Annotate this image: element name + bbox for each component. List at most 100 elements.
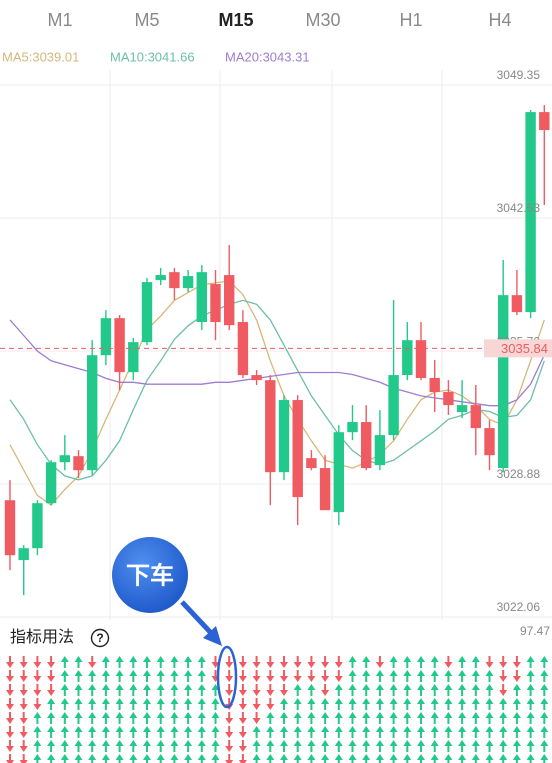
signal-up: [540, 656, 549, 668]
signal-up: [362, 684, 371, 696]
signal-up: [266, 726, 275, 738]
signal-up: [101, 656, 110, 668]
ma-line: [9, 280, 545, 506]
signal-down: [33, 670, 42, 682]
signal-up: [389, 656, 398, 668]
signal-up: [403, 712, 412, 724]
signal-down: [252, 684, 261, 696]
signal-up: [321, 712, 330, 724]
signal-up: [417, 656, 425, 668]
signal-up: [266, 754, 275, 763]
signal-up: [88, 698, 97, 710]
signal-up: [471, 740, 480, 752]
signal-up: [471, 656, 480, 668]
signal-down: [307, 670, 316, 682]
signal-down: [6, 684, 14, 696]
signal-up: [512, 726, 521, 738]
candle-body: [59, 455, 70, 463]
signal-down: [19, 726, 28, 738]
signal-up: [307, 726, 316, 738]
signal-up: [60, 670, 69, 682]
signal-up: [471, 684, 480, 696]
help-mark[interactable]: ?: [96, 631, 103, 645]
signal-up: [458, 754, 467, 763]
signal-up: [252, 740, 261, 752]
signal-up: [499, 726, 508, 738]
tab[interactable]: H1: [399, 10, 422, 30]
signal-up: [389, 670, 398, 682]
signal-up: [485, 698, 494, 710]
signal-up: [129, 754, 138, 763]
signal-up: [101, 698, 110, 710]
signal-down: [19, 684, 28, 696]
signal-up: [334, 754, 343, 763]
signal-up: [362, 726, 371, 738]
signal-up: [307, 698, 316, 710]
signal-down: [334, 656, 343, 668]
help-icon[interactable]: [90, 628, 110, 648]
tab[interactable]: M15: [218, 10, 253, 30]
signal-up: [184, 670, 193, 682]
signal-up: [485, 726, 494, 738]
signal-up: [526, 726, 535, 738]
signal-up: [293, 712, 302, 724]
ma-line: [9, 319, 545, 407]
candle-body: [361, 422, 372, 469]
signal-up: [129, 670, 138, 682]
signal-up: [129, 656, 138, 668]
signal-up: [471, 726, 480, 738]
signal-up: [280, 698, 288, 710]
tab[interactable]: M30: [305, 10, 340, 30]
signal-up: [458, 712, 467, 724]
signal-up: [74, 740, 83, 752]
tab[interactable]: M5: [134, 10, 159, 30]
signal-up: [403, 698, 412, 710]
signal-up: [458, 698, 467, 710]
signal-up: [417, 698, 425, 710]
signal-up: [280, 726, 288, 738]
signal-up: [307, 712, 316, 724]
signal-up: [458, 670, 467, 682]
candle-body: [128, 342, 139, 373]
signal-up: [403, 726, 412, 738]
legend-entry: MA20:3043.31: [225, 49, 310, 64]
signal-up: [88, 670, 97, 682]
signal-down: [252, 656, 261, 668]
signal-up: [485, 754, 494, 763]
signal-down: [19, 670, 28, 682]
signal-up: [197, 726, 206, 738]
signal-up: [211, 698, 220, 710]
y-tick-label: 3042.53: [497, 201, 541, 215]
signal-up: [430, 754, 439, 763]
tab[interactable]: M1: [47, 10, 72, 30]
signal-up: [471, 698, 480, 710]
signal-down: [19, 712, 28, 724]
signal-up: [293, 740, 302, 752]
candle-body: [210, 284, 221, 323]
signal-up: [540, 712, 549, 724]
y-tick-label: 3028.88: [497, 467, 541, 481]
signal-up: [60, 754, 69, 763]
indicator-title[interactable]: 指标用法: [10, 628, 74, 646]
signal-up: [156, 754, 165, 763]
candle-body: [374, 435, 386, 466]
signal-up: [417, 684, 425, 696]
signal-up: [444, 726, 453, 738]
signal-up: [485, 740, 494, 752]
tab[interactable]: H4: [488, 10, 511, 30]
signal-down: [280, 670, 288, 682]
signal-up: [348, 726, 357, 738]
signal-up: [156, 656, 165, 668]
signal-down: [19, 656, 28, 668]
signal-up: [499, 740, 508, 752]
signal-up: [540, 726, 549, 738]
signal-down: [6, 754, 14, 763]
signal-down: [321, 684, 330, 696]
signal-up: [101, 740, 110, 752]
signal-up: [88, 726, 97, 738]
signal-up: [512, 684, 521, 696]
signal-up: [321, 754, 330, 763]
signal-down: [225, 656, 234, 668]
signal-up: [33, 726, 42, 738]
signal-up: [375, 684, 384, 696]
